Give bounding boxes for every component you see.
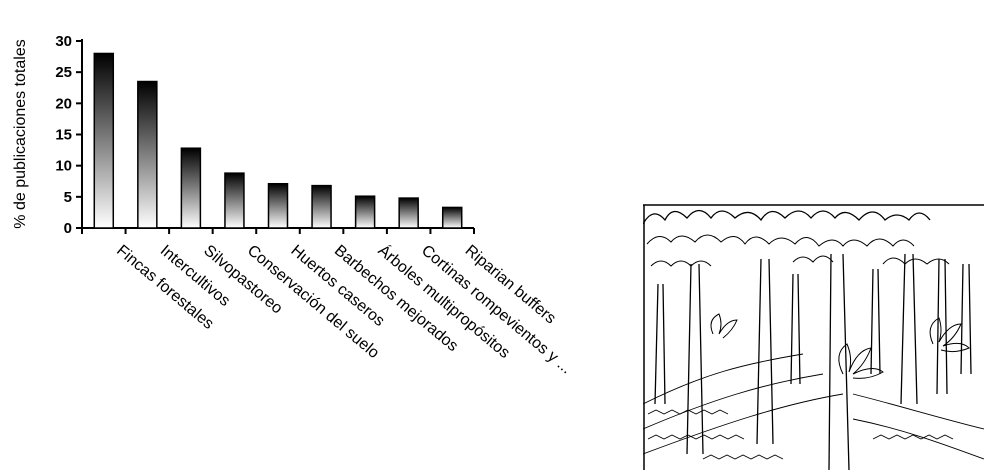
y-axis-label: % de publicaciones totales bbox=[12, 39, 29, 228]
bar bbox=[180, 147, 202, 229]
y-tick-label: 10 bbox=[55, 158, 72, 175]
y-tick-label: 15 bbox=[55, 127, 72, 144]
y-tick-label: 5 bbox=[64, 189, 72, 206]
bar-chart: % de publicaciones totales 051015202530 … bbox=[12, 33, 575, 377]
bar bbox=[224, 172, 245, 229]
y-tick-label: 20 bbox=[55, 95, 72, 112]
bar bbox=[441, 206, 463, 229]
bar bbox=[398, 197, 419, 229]
y-tick-label: 30 bbox=[55, 33, 72, 50]
bar bbox=[93, 52, 115, 229]
y-tick-label: 0 bbox=[64, 220, 72, 237]
bar bbox=[354, 195, 376, 229]
bar bbox=[267, 182, 289, 229]
agroforestry-illustration bbox=[643, 204, 984, 470]
bar bbox=[137, 80, 158, 229]
bar bbox=[311, 184, 332, 229]
y-tick-label: 25 bbox=[55, 64, 72, 81]
